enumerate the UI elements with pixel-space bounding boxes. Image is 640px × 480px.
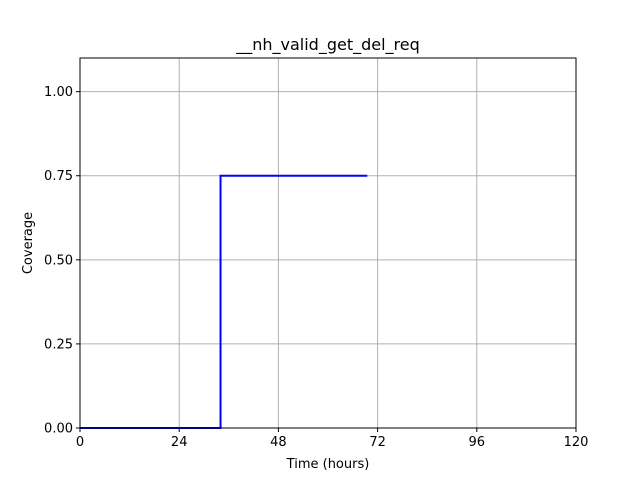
plot-frame — [79, 57, 577, 429]
x-tick-label: 120 — [564, 435, 589, 450]
x-tick-label: 0 — [76, 435, 84, 450]
y-axis-ticks: 0.00 0.25 0.50 0.75 1.00 — [44, 85, 80, 437]
y-tick-label: 1.00 — [44, 85, 73, 100]
y-tick-label: 0.50 — [44, 253, 73, 268]
chart-title: __nh_valid_get_del_req — [235, 35, 420, 55]
y-tick-label: 0.75 — [44, 169, 73, 184]
y-tick-label: 0.00 — [44, 422, 73, 437]
x-tick-label: 72 — [369, 435, 386, 450]
x-axis-ticks: 0 24 48 72 96 120 — [76, 428, 589, 450]
y-tick-label: 0.25 — [44, 337, 73, 352]
x-tick-label: 96 — [469, 435, 486, 450]
x-axis-label: Time (hours) — [286, 457, 370, 472]
x-tick-label: 48 — [270, 435, 287, 450]
x-tick-label: 24 — [171, 435, 188, 450]
y-axis-label: Coverage — [21, 212, 36, 274]
